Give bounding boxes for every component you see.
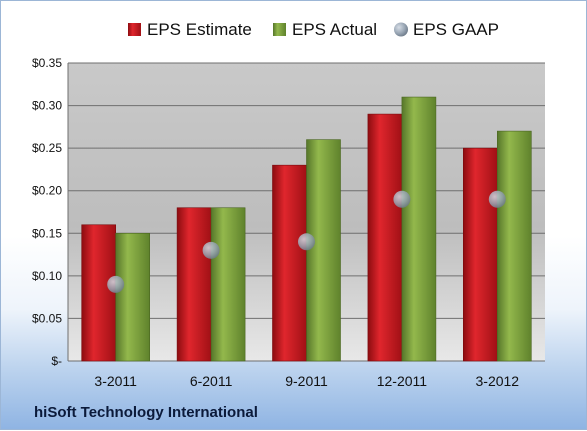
bar-eps-actual [401, 96, 437, 362]
point-eps-gaap [393, 190, 411, 208]
legend-label: EPS Actual [292, 20, 377, 39]
legend-swatch [273, 23, 286, 36]
legend-label: EPS GAAP [413, 20, 499, 39]
company-name: hiSoft Technology International [34, 404, 258, 421]
y-tick-label: $0.10 [32, 269, 62, 283]
y-tick-label: $0.20 [32, 184, 62, 198]
bar-eps-actual [115, 232, 150, 362]
gaap-points [107, 190, 506, 293]
x-tick-label: 3-2012 [476, 373, 520, 389]
y-tick-label: $0.30 [32, 99, 62, 113]
bar-eps-estimate [272, 164, 307, 362]
y-axis: $- $0.05 $0.10 $0.15 $0.20 $0.25 $0.30 $0.35 [32, 56, 69, 368]
y-tick-label: $0.25 [32, 141, 62, 155]
bar-eps-actual [306, 139, 341, 362]
x-tick-label: 9-2011 [285, 373, 328, 389]
bar-eps-actual [496, 130, 532, 362]
x-axis: 3-2011 6-2011 9-2011 12-2011 3-2012 [94, 373, 519, 389]
point-eps-gaap [107, 275, 125, 293]
legend-label: EPS Estimate [147, 20, 252, 39]
bar-eps-estimate [176, 207, 212, 362]
point-eps-gaap [298, 233, 315, 251]
legend: EPS Estimate EPS Actual EPS GAAP [128, 20, 499, 39]
bar-eps-estimate [81, 224, 116, 362]
x-tick-label: 3-2011 [94, 373, 137, 389]
bar-eps-actual [210, 207, 246, 362]
legend-swatch [128, 23, 141, 36]
x-tick-label: 6-2011 [190, 373, 233, 389]
bar-eps-estimate [367, 113, 403, 362]
bar-eps-estimate [462, 147, 498, 362]
legend-swatch [394, 22, 408, 37]
x-tick-label: 12-2011 [377, 373, 428, 389]
y-tick-label: $- [51, 354, 62, 368]
y-tick-label: $0.05 [32, 311, 62, 325]
bars [81, 96, 532, 362]
point-eps-gaap [202, 241, 220, 259]
point-eps-gaap [488, 190, 506, 208]
y-tick-label: $0.35 [32, 56, 62, 70]
y-tick-label: $0.15 [32, 226, 62, 240]
